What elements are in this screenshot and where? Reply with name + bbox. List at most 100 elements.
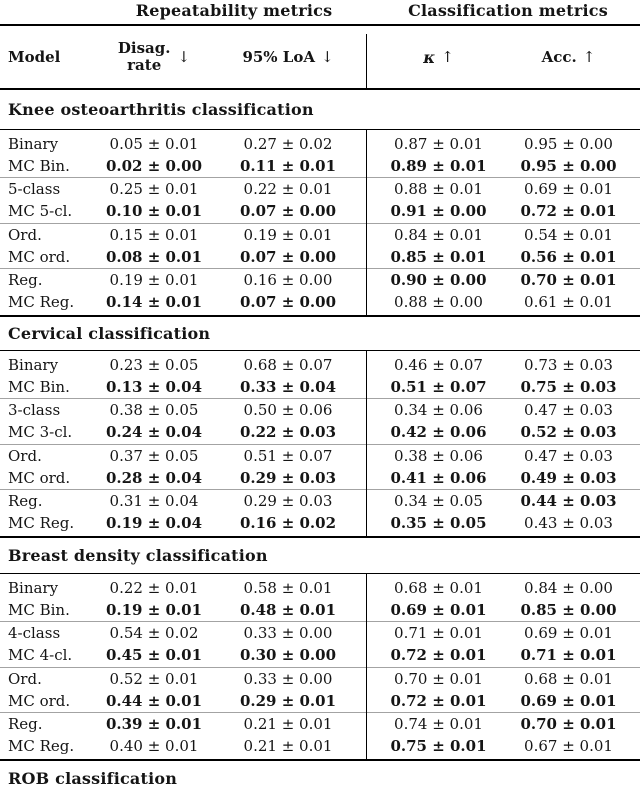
model-label: MC Bin. — [8, 157, 70, 176]
metric-value-loa: 0.33 ± 0.00 — [243, 669, 333, 688]
metric-value-disag: 0.19 ± 0.01 — [105, 601, 203, 620]
metric-value-loa: 0.33 ± 0.04 — [239, 378, 337, 397]
table-row: 3-class 0.38 ± 0.05 0.50 ± 0.06 0.34 ± 0… — [0, 398, 640, 421]
model-label: MC ord. — [8, 247, 71, 266]
column-divider — [366, 574, 367, 759]
section-knee-osteoarthritis: Knee osteoarthritis classification Binar… — [0, 90, 640, 317]
table-row: MC 4-cl. 0.45 ± 0.01 0.30 ± 0.00 0.72 ± … — [0, 644, 640, 666]
table-row: Ord. 0.52 ± 0.01 0.33 ± 0.00 0.70 ± 0.01… — [0, 666, 640, 690]
column-header-disag-rate: Disag. rate ↓ — [98, 38, 210, 75]
metric-value-disag: 0.02 ± 0.00 — [105, 157, 203, 176]
metric-value-kappa: 0.87 ± 0.01 — [394, 135, 483, 154]
metric-value-acc: 0.47 ± 0.03 — [524, 446, 613, 465]
metric-value-loa: 0.29 ± 0.03 — [239, 468, 337, 487]
metric-value-acc: 0.47 ± 0.03 — [524, 401, 613, 420]
metric-value-kappa: 0.72 ± 0.01 — [390, 691, 487, 710]
table-row: Reg. 0.39 ± 0.01 0.21 ± 0.01 0.74 ± 0.01… — [0, 711, 640, 735]
metric-value-loa: 0.68 ± 0.07 — [243, 356, 333, 375]
metric-value-disag: 0.10 ± 0.01 — [105, 202, 203, 221]
up-arrow-icon: ↑ — [582, 48, 596, 66]
metric-value-acc: 0.70 ± 0.01 — [520, 270, 617, 289]
metric-value-kappa: 0.68 ± 0.01 — [394, 579, 483, 598]
metric-value-acc: 0.84 ± 0.00 — [524, 579, 613, 598]
model-label: MC Reg. — [8, 513, 75, 532]
metric-value-acc: 0.73 ± 0.03 — [524, 356, 613, 375]
metric-value-disag: 0.15 ± 0.01 — [109, 225, 199, 244]
table-row: MC ord. 0.08 ± 0.01 0.07 ± 0.00 0.85 ± 0… — [0, 246, 640, 268]
model-label: MC 4-cl. — [8, 646, 73, 665]
metric-value-disag: 0.23 ± 0.05 — [109, 356, 199, 375]
section-title: Breast density classification — [0, 538, 640, 574]
metric-value-disag: 0.54 ± 0.02 — [109, 624, 199, 643]
model-label: 3-class — [8, 401, 61, 420]
section-title: ROB classification — [8, 768, 178, 788]
metric-value-acc: 0.72 ± 0.01 — [520, 202, 617, 221]
table-row: MC Bin. 0.19 ± 0.01 0.48 ± 0.01 0.69 ± 0… — [0, 599, 640, 621]
metric-value-loa: 0.30 ± 0.00 — [239, 646, 337, 665]
metric-value-kappa: 0.74 ± 0.01 — [394, 714, 483, 733]
metric-value-kappa: 0.51 ± 0.07 — [390, 378, 487, 397]
model-label: Ord. — [8, 446, 42, 465]
metric-value-disag: 0.13 ± 0.04 — [105, 378, 203, 397]
down-arrow-icon: ↓ — [177, 48, 191, 66]
table-row: MC Bin. 0.13 ± 0.04 0.33 ± 0.04 0.51 ± 0… — [0, 376, 640, 398]
section-title: Knee osteoarthritis classification — [0, 90, 640, 130]
table-row: MC Reg. 0.40 ± 0.01 0.21 ± 0.01 0.75 ± 0… — [0, 735, 640, 757]
model-label: Reg. — [8, 491, 43, 510]
metric-value-kappa: 0.75 ± 0.01 — [390, 736, 487, 755]
metric-value-kappa: 0.34 ± 0.05 — [394, 491, 483, 510]
model-label: MC Reg. — [8, 292, 75, 311]
metric-value-disag: 0.24 ± 0.04 — [105, 423, 203, 442]
metric-value-disag: 0.38 ± 0.05 — [109, 401, 199, 420]
metric-value-disag: 0.08 ± 0.01 — [105, 247, 203, 266]
section-cervical: Cervical classification Binary 0.23 ± 0.… — [0, 317, 640, 538]
table-row: MC Reg. 0.19 ± 0.04 0.16 ± 0.02 0.35 ± 0… — [0, 512, 640, 534]
metric-value-acc: 0.95 ± 0.00 — [524, 135, 613, 154]
metric-value-disag: 0.19 ± 0.01 — [109, 270, 199, 289]
model-label: Reg. — [8, 714, 43, 733]
metric-value-kappa: 0.90 ± 0.00 — [390, 270, 487, 289]
metric-value-disag: 0.39 ± 0.01 — [105, 714, 203, 733]
section-rows: Binary 0.05 ± 0.01 0.27 ± 0.02 0.87 ± 0.… — [0, 130, 640, 317]
metric-value-kappa: 0.88 ± 0.01 — [394, 180, 483, 199]
classification-metrics-header: Classification metrics — [408, 1, 608, 20]
metric-value-disag: 0.14 ± 0.01 — [105, 292, 203, 311]
table-row: Ord. 0.15 ± 0.01 0.19 ± 0.01 0.84 ± 0.01… — [0, 222, 640, 246]
metric-value-disag: 0.40 ± 0.01 — [109, 736, 199, 755]
metric-value-acc: 0.54 ± 0.01 — [524, 225, 613, 244]
table-row: 4-class 0.54 ± 0.02 0.33 ± 0.00 0.71 ± 0… — [0, 621, 640, 644]
table-row: Reg. 0.19 ± 0.01 0.16 ± 0.00 0.90 ± 0.00… — [0, 267, 640, 291]
table-row: MC 5-cl. 0.10 ± 0.01 0.07 ± 0.00 0.91 ± … — [0, 200, 640, 222]
metric-value-disag: 0.05 ± 0.01 — [109, 135, 199, 154]
down-arrow-icon: ↓ — [320, 48, 334, 66]
metric-value-kappa: 0.71 ± 0.01 — [394, 624, 483, 643]
metric-value-disag: 0.52 ± 0.01 — [109, 669, 199, 688]
column-header-kappa: κ ↑ — [366, 48, 511, 67]
table-row: Reg. 0.31 ± 0.04 0.29 ± 0.03 0.34 ± 0.05… — [0, 488, 640, 512]
column-header-row: Model Disag. rate ↓ 95% LoA ↓ κ ↑ — [0, 26, 640, 90]
table-row: Binary 0.22 ± 0.01 0.58 ± 0.01 0.68 ± 0.… — [0, 577, 640, 599]
metric-value-disag: 0.19 ± 0.04 — [105, 513, 203, 532]
disag-label-line1: Disag. — [117, 38, 171, 57]
metric-value-acc: 0.61 ± 0.01 — [524, 292, 613, 311]
acc-label: Acc. — [541, 48, 577, 66]
model-label: MC Reg. — [8, 736, 75, 755]
model-label: Binary — [8, 135, 59, 154]
column-header-acc: Acc. ↑ — [511, 48, 640, 66]
metric-value-loa: 0.29 ± 0.03 — [243, 491, 333, 510]
metric-value-disag: 0.22 ± 0.01 — [109, 579, 199, 598]
table-row: MC Reg. 0.14 ± 0.01 0.07 ± 0.00 0.88 ± 0… — [0, 291, 640, 313]
metric-value-loa: 0.22 ± 0.01 — [243, 180, 333, 199]
metric-value-loa: 0.27 ± 0.02 — [243, 135, 333, 154]
metric-value-kappa: 0.42 ± 0.06 — [390, 423, 487, 442]
model-label: MC Bin. — [8, 378, 70, 397]
metric-value-kappa: 0.85 ± 0.01 — [390, 247, 487, 266]
metric-value-loa: 0.11 ± 0.01 — [239, 157, 337, 176]
repeatability-metrics-header: Repeatability metrics — [135, 1, 333, 20]
metric-value-kappa: 0.72 ± 0.01 — [390, 646, 487, 665]
metric-value-kappa: 0.70 ± 0.01 — [394, 669, 483, 688]
metric-value-kappa: 0.35 ± 0.05 — [390, 513, 487, 532]
model-label: MC 5-cl. — [8, 202, 73, 221]
metric-value-acc: 0.44 ± 0.03 — [520, 491, 617, 510]
metric-value-kappa: 0.69 ± 0.01 — [390, 601, 487, 620]
